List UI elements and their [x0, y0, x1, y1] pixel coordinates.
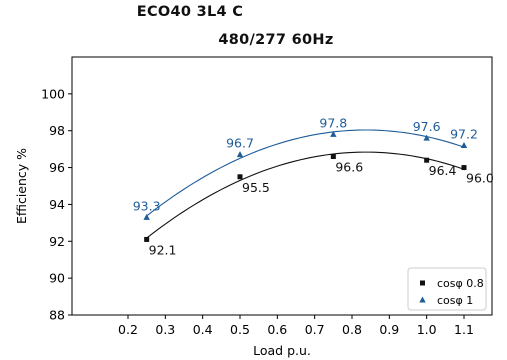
data-point-square — [462, 165, 467, 170]
legend: cosφ 0.8 cosφ 1 — [408, 268, 486, 310]
x-tick-label: 0.9 — [379, 322, 399, 337]
data-point-square — [424, 158, 429, 163]
y-tick-label: 100 — [41, 86, 65, 101]
data-point-triangle — [237, 151, 243, 157]
y-tick-label: 90 — [49, 271, 65, 286]
x-tick-label: 0.2 — [118, 322, 138, 337]
x-tick-label: 0.8 — [342, 322, 362, 337]
data-marks: 92.1 95.5 96.6 96.4 96.0 93.3 96.7 97.8 97.6 97.2 — [133, 115, 494, 257]
data-label: 96.7 — [226, 136, 254, 151]
data-label: 96.0 — [466, 171, 494, 186]
legend-label: cosφ 1 — [437, 294, 473, 307]
x-tick-label: 0.6 — [267, 322, 287, 337]
x-tick-label: 0.3 — [155, 322, 175, 337]
data-label: 97.8 — [319, 115, 347, 130]
data-point-triangle — [461, 142, 467, 148]
legend-label: cosφ 0.8 — [437, 277, 484, 290]
x-axis: 0.2 0.3 0.4 0.5 0.6 0.7 0.8 0.9 1.0 1.1 — [118, 315, 474, 337]
data-label: 96.6 — [335, 160, 363, 175]
data-label: 97.2 — [450, 126, 478, 141]
data-point-square — [331, 154, 336, 159]
legend-marker-square — [420, 281, 425, 286]
y-tick-label: 98 — [49, 123, 65, 138]
fit-curve — [147, 152, 464, 238]
data-point-square — [238, 174, 243, 179]
x-tick-label: 1.1 — [454, 322, 474, 337]
y-axis: 88 90 92 94 96 98 100 — [41, 86, 72, 322]
data-label: 97.6 — [413, 119, 441, 134]
y-tick-label: 88 — [49, 308, 65, 323]
data-label: 92.1 — [149, 242, 177, 257]
x-tick-label: 0.7 — [305, 322, 325, 337]
x-tick-label: 1.0 — [417, 322, 437, 337]
x-tick-label: 0.5 — [230, 322, 250, 337]
data-label: 93.3 — [133, 198, 161, 213]
y-tick-label: 96 — [49, 160, 65, 175]
fit-curves — [147, 130, 464, 238]
x-tick-label: 0.4 — [193, 322, 213, 337]
y-tick-label: 94 — [49, 197, 65, 212]
data-point-square — [144, 237, 149, 242]
data-label: 95.5 — [242, 180, 270, 195]
y-axis-label: Efficiency % — [14, 148, 29, 224]
data-label: 96.4 — [429, 163, 457, 178]
x-axis-label: Load p.u. — [253, 343, 311, 358]
fit-curve — [147, 130, 464, 216]
y-tick-label: 92 — [49, 234, 65, 249]
